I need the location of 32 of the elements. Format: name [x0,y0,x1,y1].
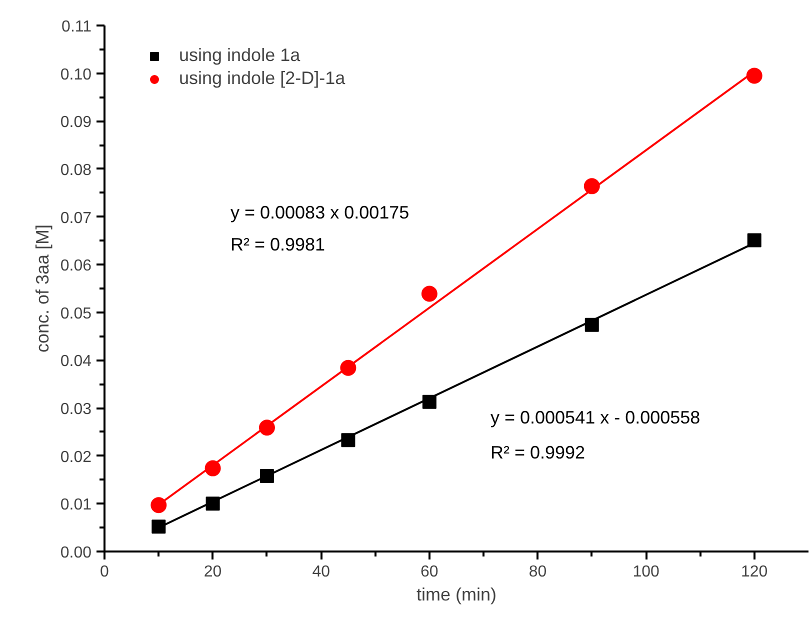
x-tick-label: 20 [204,564,222,580]
annotation: y = 0.000541 x - 0.000558 [490,408,700,428]
y-axis-title: conc. of 3aa [M] [32,224,52,353]
y-tick-label: 0.03 [60,401,92,418]
y-tick-label: 0.07 [60,210,92,227]
point [152,520,166,534]
annotation: y = 0.00083 x 0.00175 [230,202,410,222]
y-tick-label: 0.02 [60,448,92,466]
y-tick-label: 0.06 [60,258,92,275]
legend-label: using indole 1a [179,45,300,66]
y-tick-label: 0.08 [60,162,92,179]
x-tick-label: 0 [100,564,110,580]
y-tick-label: 0.05 [60,305,92,322]
point [746,68,762,84]
annotation: R² = 0.9992 [490,442,586,462]
annotation: R² = 0.9981 [230,234,326,254]
y-tick-label: 0.04 [60,353,92,370]
x-axis-title: time (min) [416,584,496,604]
y-tick-label: 0.11 [62,18,92,36]
point [421,286,438,302]
y-tick-label: 0.10 [60,66,92,84]
x-tick-label: 100 [632,564,660,580]
point [747,233,762,248]
legend-label: using indole [2-D]-1a [179,68,346,89]
x-tick-label: 120 [741,564,768,580]
x-tick-label: 60 [420,564,438,580]
y-tick-label: 0.09 [60,114,92,132]
x-tick-label: 80 [528,564,547,580]
y-tick-label: 0.01 [60,496,92,514]
point [150,497,167,514]
y-tick-label: 0.00 [60,544,92,562]
x-tick-label: 40 [312,564,330,580]
